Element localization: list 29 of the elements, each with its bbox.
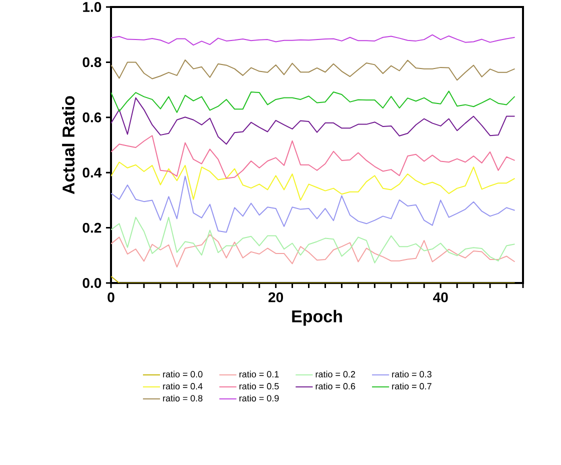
- x-tick-label: 40: [433, 292, 448, 302]
- legend-label: ratio = 0.5: [239, 382, 279, 390]
- line-series: [111, 97, 516, 145]
- y-tick-label: 0.6: [82, 112, 102, 122]
- legend-label: ratio = 0.9: [239, 394, 279, 402]
- line-series: [111, 234, 516, 268]
- x-tick-label: 20: [268, 292, 284, 302]
- y-axis-title: Actual Ratio: [62, 96, 75, 194]
- line-series: [111, 135, 516, 179]
- line-series: [111, 216, 516, 264]
- legend-label: ratio = 0.1: [239, 370, 279, 378]
- line-series: [111, 90, 516, 113]
- y-tick-label: 0.8: [82, 57, 102, 68]
- line-series: [111, 176, 516, 233]
- x-tick-label: 0: [108, 292, 114, 302]
- legend-label: ratio = 0.4: [163, 382, 203, 390]
- line-series: [111, 162, 516, 201]
- x-axis-title: Epoch: [292, 310, 342, 326]
- legend-label: ratio = 0.8: [163, 394, 202, 402]
- legend-label: ratio = 0.2: [316, 370, 356, 378]
- legend-label: ratio = 0.6: [316, 382, 356, 390]
- legend-label: ratio = 0.0: [163, 370, 202, 378]
- legend-label: ratio = 0.3: [392, 370, 432, 378]
- y-tick-label: 1.0: [83, 2, 102, 12]
- y-tick-label: 0.2: [82, 222, 102, 233]
- y-tick-label: 0.0: [82, 278, 102, 288]
- legend-label: ratio = 0.7: [392, 382, 432, 390]
- line-series: [111, 59, 516, 81]
- y-tick-label: 0.4: [82, 168, 102, 178]
